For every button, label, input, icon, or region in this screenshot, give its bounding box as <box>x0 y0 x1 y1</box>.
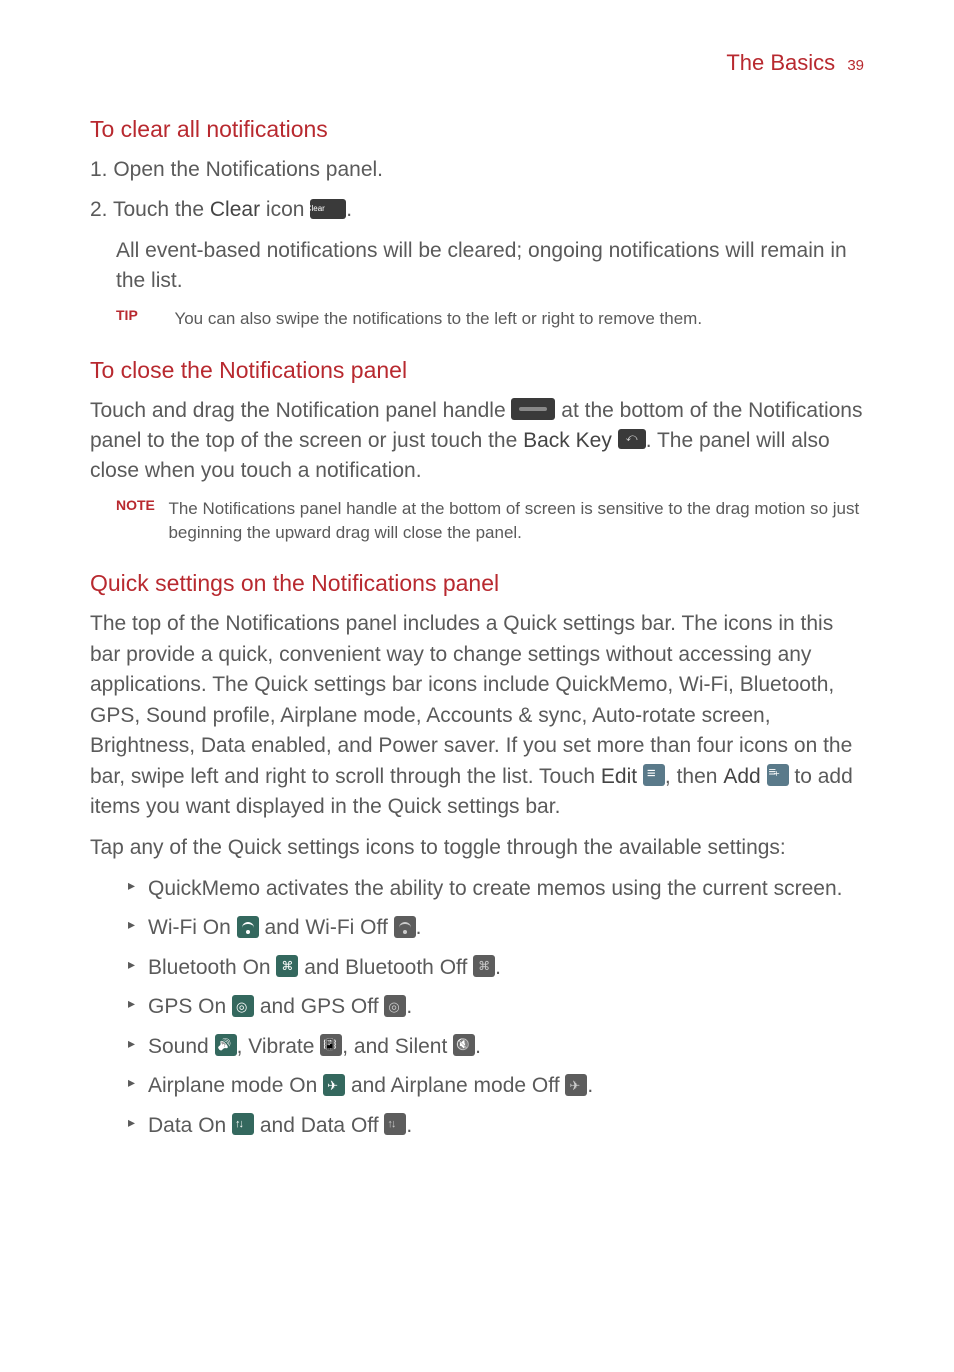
step2-sub: All event-based notifications will be cl… <box>90 236 864 297</box>
bullet-wifi: Wi-Fi On and Wi-Fi Off . <box>128 912 864 944</box>
gps-a: GPS On <box>148 995 232 1018</box>
wifi-a: Wi-Fi On <box>148 916 237 939</box>
gps-off-icon <box>384 995 406 1017</box>
gps-on-icon <box>232 995 254 1017</box>
heading-quick-settings: Quick settings on the Notifications pane… <box>90 570 864 597</box>
silent-icon <box>453 1034 475 1056</box>
qs-p1a: The top of the Notifications panel inclu… <box>90 612 852 787</box>
bt-b: and Bluetooth Off <box>298 956 473 979</box>
step2-pre: 2. Touch the <box>90 198 210 221</box>
back-key-icon <box>618 429 646 449</box>
close-panel-paragraph: Touch and drag the Notification panel ha… <box>90 396 864 487</box>
bt-a: Bluetooth On <box>148 956 276 979</box>
p1-a: Touch and drag the Notification panel ha… <box>90 399 511 422</box>
page-content: The Basics 39 To clear all notifications… <box>0 0 954 1189</box>
add-label: Add <box>723 765 760 788</box>
airplane-on-icon <box>323 1074 345 1096</box>
bluetooth-on-icon <box>276 955 298 977</box>
sound-icon <box>215 1034 237 1056</box>
step-2: 2. Touch the Clear icon Clear. <box>90 195 864 225</box>
quick-settings-list: QuickMemo activates the ability to creat… <box>90 873 864 1142</box>
snd-c: , and Silent <box>342 1035 453 1058</box>
heading-clear-notifications: To clear all notifications <box>90 116 864 143</box>
bullet-bluetooth: Bluetooth On and Bluetooth Off . <box>128 952 864 984</box>
quick-settings-paragraph: The top of the Notifications panel inclu… <box>90 609 864 822</box>
air-a: Airplane mode On <box>148 1074 323 1097</box>
wifi-off-icon <box>394 916 416 938</box>
edit-icon <box>643 764 665 786</box>
qs-p1d <box>761 765 767 788</box>
page-number: 39 <box>847 57 864 74</box>
tip-text: You can also swipe the notifications to … <box>174 307 862 331</box>
data-b: and Data Off <box>254 1114 384 1137</box>
step2-post: icon <box>260 198 310 221</box>
data-c: . <box>406 1114 412 1137</box>
p1-c <box>612 429 618 452</box>
tip-label: TIP <box>116 307 170 323</box>
snd-d: . <box>475 1035 481 1058</box>
air-b: and Airplane mode Off <box>345 1074 565 1097</box>
gps-b: and GPS Off <box>254 995 384 1018</box>
wifi-on-icon <box>237 916 259 938</box>
snd-a: Sound <box>148 1035 215 1058</box>
edit-label: Edit <box>601 765 637 788</box>
wifi-b: and Wi-Fi Off <box>259 916 394 939</box>
data-a: Data On <box>148 1114 232 1137</box>
vibrate-icon <box>320 1034 342 1056</box>
tip-block: TIP You can also swipe the notifications… <box>90 307 864 331</box>
heading-close-panel: To close the Notifications panel <box>90 357 864 384</box>
back-key-label: Back Key <box>523 429 612 452</box>
bt-c: . <box>495 956 501 979</box>
add-icon <box>767 764 789 786</box>
data-on-icon <box>232 1113 254 1135</box>
clear-label: Clear <box>210 198 260 221</box>
wifi-c: . <box>416 916 422 939</box>
step2-end: . <box>346 198 352 221</box>
airplane-off-icon <box>565 1074 587 1096</box>
clear-icon: Clear <box>310 199 346 219</box>
bullet-data: Data On and Data Off . <box>128 1110 864 1142</box>
bullet-sound: Sound , Vibrate , and Silent . <box>128 1031 864 1063</box>
header-title: The Basics <box>726 50 835 75</box>
bullet-airplane: Airplane mode On and Airplane mode Off . <box>128 1070 864 1102</box>
step-1: 1. Open the Notifications panel. <box>90 155 864 185</box>
note-text: The Notifications panel handle at the bo… <box>168 497 862 545</box>
gps-c: . <box>406 995 412 1018</box>
qs-p1c: , then <box>665 765 723 788</box>
bluetooth-off-icon <box>473 955 495 977</box>
bullet-quickmemo: QuickMemo activates the ability to creat… <box>128 873 864 905</box>
snd-b: , Vibrate <box>237 1035 321 1058</box>
data-off-icon <box>384 1113 406 1135</box>
air-c: . <box>587 1074 593 1097</box>
panel-handle-icon <box>511 398 555 420</box>
quick-settings-intro: Tap any of the Quick settings icons to t… <box>90 833 864 863</box>
bullet-gps: GPS On and GPS Off . <box>128 991 864 1023</box>
note-label: NOTE <box>116 497 164 513</box>
page-header: The Basics 39 <box>90 50 864 76</box>
note-block: NOTE The Notifications panel handle at t… <box>90 497 864 545</box>
